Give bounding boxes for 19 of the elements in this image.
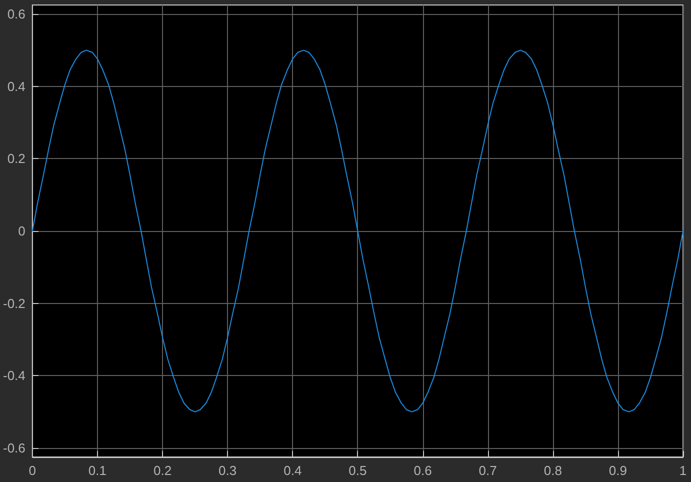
line-series [32,50,684,412]
x-tick-label: 0.4 [284,463,302,478]
x-tick-label: 0 [28,463,36,478]
y-tick-label: -0.6 [2,440,26,456]
x-tick-label: 0.6 [414,463,432,478]
x-tick-label: 0.2 [153,463,172,478]
x-tick-label: 0.8 [544,463,562,478]
x-tick-label: 0.1 [88,463,106,478]
y-tick-label: 0.6 [7,6,26,22]
x-tick-label: 0.7 [478,463,497,478]
x-tick-label: 0.5 [348,463,367,478]
x-tick-label: 0.3 [218,463,237,478]
y-tick-label: 0.2 [7,151,26,166]
x-tick-label: 1 [679,463,687,478]
y-tick-label: 0.4 [7,78,26,94]
y-tick-label: 0 [18,224,26,238]
y-tick-label: -0.2 [2,296,26,311]
y-tick-label: -0.4 [2,368,26,384]
x-tick-label: 0.9 [608,463,627,478]
